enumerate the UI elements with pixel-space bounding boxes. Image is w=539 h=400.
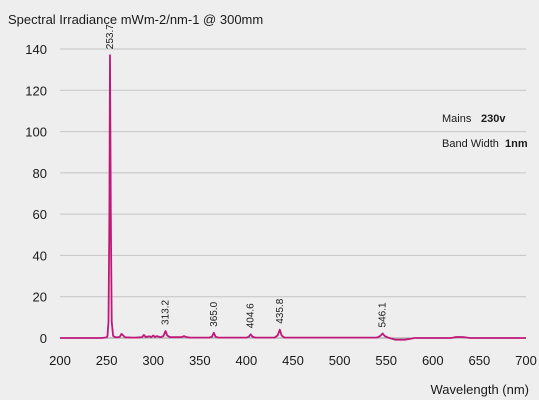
peak-label: 404.6 <box>246 303 257 328</box>
peak-label: 365.0 <box>209 301 220 326</box>
x-axis-label: Wavelength (nm) <box>431 382 530 397</box>
bandwidth-value: 1nm <box>505 138 528 150</box>
y-tick-label: 0 <box>40 331 47 346</box>
peak-label: 313.2 <box>161 300 172 325</box>
mains-label: Mains <box>442 113 472 125</box>
peak-labels: 253.7 313.2 365.0 404.6 435.8 546.1 <box>105 24 389 329</box>
y-tick-label: 20 <box>33 290 47 305</box>
chart-title: Spectral Irradiance mWm-2/nm-1 @ 300mm <box>8 12 263 27</box>
y-tick-labels: 0 20 40 60 80 100 120 140 <box>25 42 47 346</box>
y-tick-label: 120 <box>25 83 47 98</box>
x-tick-label: 550 <box>375 353 397 368</box>
peak-label: 435.8 <box>275 298 286 323</box>
x-tick-label: 650 <box>469 353 491 368</box>
x-tick-label: 600 <box>422 353 444 368</box>
peak-label: 546.1 <box>378 302 389 327</box>
x-tick-label: 400 <box>236 353 258 368</box>
grid-lines <box>60 48 526 298</box>
x-tick-label: 700 <box>515 353 537 368</box>
x-tick-labels: 200 250 300 350 400 450 500 550 600 650 700 <box>49 353 537 368</box>
bandwidth-label: Band Width <box>442 138 499 150</box>
y-tick-label: 80 <box>33 166 47 181</box>
mains-value: 230v <box>481 113 506 125</box>
x-tick-label: 450 <box>282 353 304 368</box>
spectrum-line <box>60 54 526 341</box>
x-tick-label: 250 <box>96 353 118 368</box>
y-tick-label: 60 <box>33 207 47 222</box>
x-tick-label: 200 <box>49 353 71 368</box>
y-tick-label: 140 <box>25 42 47 57</box>
y-tick-label: 40 <box>33 248 47 263</box>
info-box: Mains 230v Band Width 1nm <box>442 113 528 150</box>
x-tick-label: 350 <box>189 353 211 368</box>
peak-label: 253.7 <box>105 24 116 49</box>
x-tick-label: 300 <box>142 353 164 368</box>
x-tick-label: 500 <box>329 353 351 368</box>
y-tick-label: 100 <box>25 125 47 140</box>
